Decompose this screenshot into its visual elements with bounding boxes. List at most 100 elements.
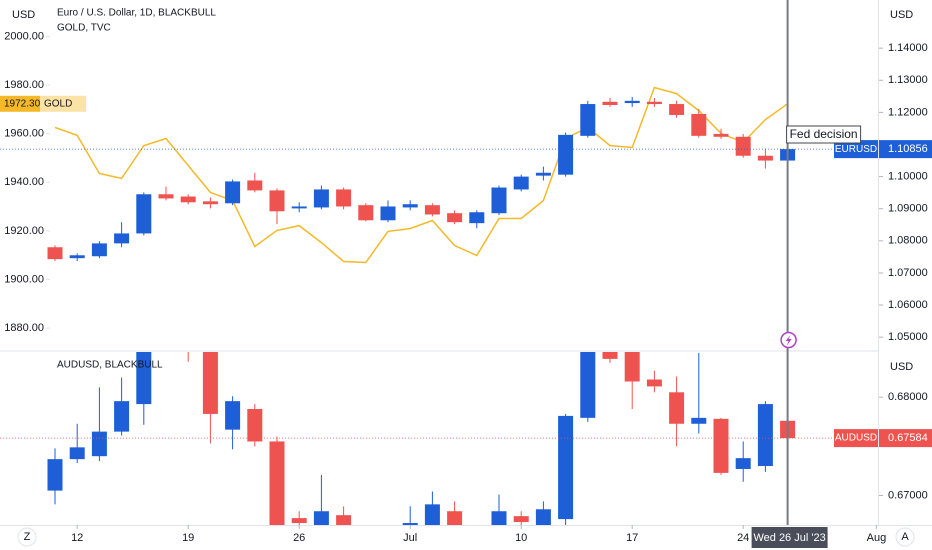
candle-body bbox=[469, 212, 485, 224]
candle-body bbox=[691, 417, 707, 424]
crosshair-label: Wed 26 Jul '23 bbox=[753, 532, 825, 544]
y-tick-label: 2000.00 bbox=[4, 30, 44, 42]
price-line bbox=[54, 86, 789, 264]
candle-body bbox=[602, 101, 618, 105]
candle-body bbox=[225, 181, 241, 204]
candle-body bbox=[735, 458, 751, 469]
candle-body bbox=[735, 136, 751, 156]
candle-body bbox=[136, 352, 152, 405]
y-tick-label: 1960.00 bbox=[4, 128, 44, 140]
candle-body bbox=[602, 352, 618, 359]
zoom-button-label[interactable]: Z bbox=[24, 531, 31, 543]
y2-tick-label: 0.67000 bbox=[888, 489, 928, 501]
candle-body bbox=[202, 201, 218, 205]
candle-body bbox=[669, 392, 685, 424]
annotation-box bbox=[786, 125, 862, 144]
candle-body bbox=[402, 204, 418, 208]
crosshair-label-bg bbox=[751, 527, 828, 548]
candle-body bbox=[402, 523, 418, 525]
candle-body bbox=[247, 409, 263, 442]
auto-button[interactable] bbox=[895, 527, 915, 547]
candle-body bbox=[580, 104, 596, 136]
candle-body bbox=[158, 194, 174, 199]
y2-tick-label: 0.68000 bbox=[888, 391, 928, 403]
y2-tick-label: 1.12000 bbox=[888, 106, 928, 118]
candle-body bbox=[291, 518, 307, 524]
candle-body bbox=[691, 113, 707, 136]
candle-body bbox=[202, 352, 218, 414]
price-tag-value bbox=[879, 429, 932, 448]
price-tag-name-label: AUDUSD bbox=[835, 433, 877, 444]
x-tick-label: 26 bbox=[293, 532, 305, 544]
candle-body bbox=[180, 196, 196, 203]
candle-body bbox=[69, 255, 85, 259]
x-tick-label: Aug bbox=[867, 532, 887, 544]
bottom-plot bbox=[0, 352, 878, 525]
candle-body bbox=[624, 352, 640, 382]
candle-body bbox=[313, 511, 329, 525]
candle-body bbox=[91, 431, 107, 457]
chart-title: Euro / U.S. Dollar, 1D, BLACKBULL bbox=[57, 8, 216, 19]
candle-body bbox=[424, 205, 440, 215]
y2-tick-label: 1.08000 bbox=[888, 235, 928, 247]
candle-body bbox=[646, 101, 662, 105]
candle-body bbox=[336, 515, 352, 525]
x-tick-label: 17 bbox=[626, 532, 638, 544]
auto-button-label[interactable]: A bbox=[901, 531, 909, 543]
y2-tick-label: 1.14000 bbox=[888, 42, 928, 54]
price-tag-name bbox=[40, 95, 86, 112]
candle-body bbox=[47, 459, 63, 491]
price-tag-name-label: EURUSD bbox=[835, 144, 877, 155]
candle-body bbox=[558, 415, 574, 520]
candle-body bbox=[447, 213, 463, 223]
candle-body bbox=[136, 194, 152, 234]
candle-body bbox=[713, 418, 729, 473]
candle-body bbox=[114, 401, 130, 432]
candle-body bbox=[535, 172, 551, 176]
candle-body bbox=[491, 187, 507, 214]
y2-tick-label: 1.09000 bbox=[888, 203, 928, 215]
y2-tick-label: 1.07000 bbox=[888, 267, 928, 279]
candle-body bbox=[47, 247, 63, 260]
candle-body bbox=[535, 509, 551, 525]
candle-body bbox=[624, 100, 640, 104]
y-tick-label: 1900.00 bbox=[4, 273, 44, 285]
y-tick-label: 1880.00 bbox=[4, 322, 44, 334]
x-tick-label: Jul bbox=[403, 532, 417, 544]
y2-tick-label: 1.10000 bbox=[888, 171, 928, 183]
candle-body bbox=[513, 176, 529, 190]
candle-body bbox=[247, 180, 263, 191]
y-tick-label: 1940.00 bbox=[4, 176, 44, 188]
y-tick-label: 1920.00 bbox=[4, 225, 44, 237]
candle-body bbox=[713, 133, 729, 137]
annotation: Fed decision bbox=[790, 127, 858, 141]
candle-body bbox=[757, 404, 773, 467]
candle-body bbox=[558, 134, 574, 175]
event-icon-bolt bbox=[785, 335, 792, 346]
y2-unit: USD bbox=[890, 9, 913, 21]
y2-tick-label: 1.13000 bbox=[888, 74, 928, 86]
candle-body bbox=[291, 206, 307, 209]
legend-entry: GOLD, TVC bbox=[57, 23, 111, 34]
candle-body bbox=[269, 441, 285, 525]
x-tick-label: 24 bbox=[737, 532, 749, 544]
candle-body bbox=[69, 447, 85, 460]
y-tick-label: 1980.00 bbox=[4, 79, 44, 91]
zoom-button[interactable] bbox=[17, 527, 37, 547]
x-tick-label: 19 bbox=[182, 532, 194, 544]
candle-body bbox=[580, 352, 596, 418]
chart-title: AUDUSD, BLACKBULL bbox=[57, 360, 163, 371]
y-unit: USD bbox=[12, 9, 35, 21]
price-tag-name bbox=[834, 429, 878, 448]
candle-body bbox=[669, 104, 685, 115]
candle-body bbox=[114, 233, 130, 244]
price-tag-value bbox=[879, 140, 932, 159]
price-tag-value-label: 0.67584 bbox=[888, 432, 928, 444]
candle-body bbox=[225, 401, 241, 430]
candle-body bbox=[313, 189, 329, 208]
price-tag-value-label: 1.10856 bbox=[888, 143, 928, 155]
x-tick-label: 10 bbox=[515, 532, 527, 544]
